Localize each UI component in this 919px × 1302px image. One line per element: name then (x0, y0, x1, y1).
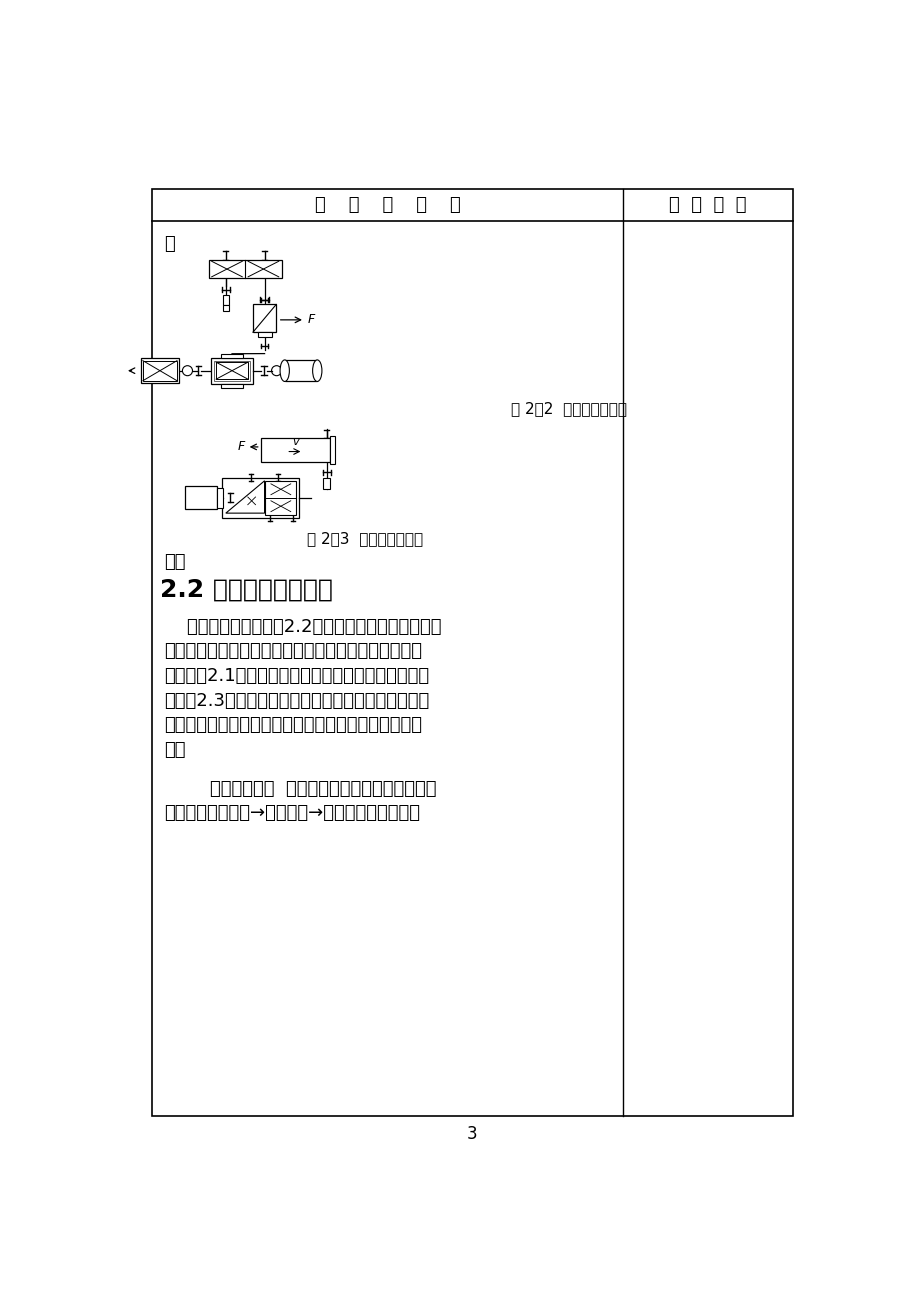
Text: 图 2．2  蜃轮蜃杆减速器: 图 2．2 蜃轮蜃杆减速器 (510, 401, 626, 415)
Bar (253, 305, 276, 332)
Bar (217, 488, 222, 508)
Bar (330, 436, 335, 464)
Ellipse shape (279, 359, 289, 381)
Text: 求。图2.3中的方案布局比较小，但是圆锥齿轮加工较: 求。图2.3中的方案布局比较小，但是圆锥齿轮加工较 (164, 691, 428, 710)
Bar (210, 358, 253, 384)
Text: F: F (238, 440, 245, 453)
Bar (323, 479, 330, 490)
Bar (221, 354, 243, 358)
Text: 动: 动 (164, 234, 175, 253)
Bar (213, 361, 250, 380)
Circle shape (182, 366, 192, 376)
Bar (216, 362, 247, 379)
Bar (221, 384, 243, 388)
Bar (152, 189, 792, 1116)
Bar (222, 294, 229, 305)
Text: 2.2 系统方案总体评价: 2.2 系统方案总体评价 (160, 578, 333, 602)
Text: v: v (292, 437, 299, 447)
Text: 计    算    及    说    明: 计 算 及 说 明 (314, 195, 460, 214)
Text: 困难，特别的是大直径，大模数的锥轮，所以一般不采: 困难，特别的是大直径，大模数的锥轮，所以一般不采 (164, 716, 422, 734)
Text: 速器: 速器 (164, 553, 185, 572)
Text: F: F (307, 314, 314, 327)
Text: 比较上述方案，在图2.2中，此方案为整体布局小，: 比较上述方案，在图2.2中，此方案为整体布局小， (164, 618, 441, 635)
Bar (265, 480, 296, 514)
Text: 最终方案确定  采用二级圆柱齿轮减速器，其传: 最终方案确定 采用二级圆柱齿轮减速器，其传 (164, 780, 436, 798)
Text: 率低。图2.1中的方案结构简单，且传动平稳，适合要: 率低。图2.1中的方案结构简单，且传动平稳，适合要 (164, 667, 428, 685)
Circle shape (271, 366, 281, 376)
Text: 动系统为：电动机→传动系统→执行机构（如下图）: 动系统为：电动机→传动系统→执行机构（如下图） (164, 805, 419, 822)
Text: 主  要  结  果: 主 要 结 果 (669, 195, 746, 214)
Bar (142, 361, 176, 380)
Bar (257, 332, 271, 337)
Bar (209, 260, 281, 279)
Bar (141, 358, 179, 383)
Bar (222, 305, 229, 311)
Bar (221, 478, 299, 518)
Text: 3: 3 (466, 1125, 476, 1143)
Bar (260, 439, 330, 461)
Bar (284, 359, 317, 381)
Text: 传动不平稳，虽然可以实现较大的传动比，但是传动效: 传动不平稳，虽然可以实现较大的传动比，但是传动效 (164, 642, 422, 660)
Text: 图 2．3  二级圆柱圆锥减: 图 2．3 二级圆柱圆锥减 (307, 531, 423, 547)
Text: 用。: 用。 (164, 741, 185, 759)
Ellipse shape (312, 359, 322, 381)
Bar (185, 486, 217, 509)
Polygon shape (225, 480, 265, 513)
